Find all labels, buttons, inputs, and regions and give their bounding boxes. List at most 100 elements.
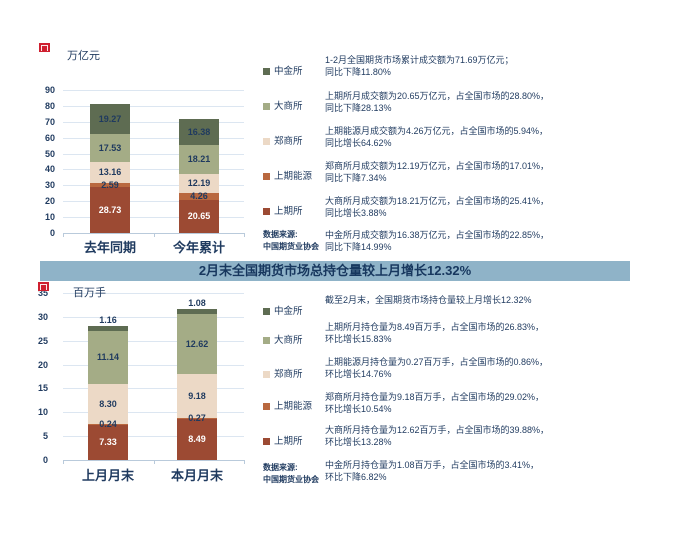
bar-value-label: 4.26 <box>190 191 208 202</box>
gridline <box>63 412 244 413</box>
bar-segment <box>88 423 128 426</box>
axis-tick <box>244 233 245 237</box>
legend-swatch-icon <box>263 308 270 315</box>
legend-item: 大商所 <box>263 101 319 112</box>
bar-segment <box>177 418 217 420</box>
bar-value-label: 20.65 <box>187 211 211 222</box>
legend-label: 中金所 <box>274 306 303 317</box>
gridline <box>63 201 244 202</box>
bar-segment <box>177 314 217 375</box>
legend-label: 郑商所 <box>274 136 303 147</box>
gridline <box>63 138 244 139</box>
legend-item: 上期能源 <box>263 171 319 182</box>
bar-value-label: 11.14 <box>96 352 120 363</box>
axis-tick <box>63 460 64 464</box>
legend-label: 大商所 <box>274 101 303 112</box>
gridline <box>63 317 244 318</box>
bar-segment <box>177 419 217 460</box>
bar-value-label: 0.24 <box>99 418 117 429</box>
bar-value-label: 8.30 <box>99 398 117 409</box>
legend-label: 上期所 <box>274 436 303 447</box>
annotation-text: 中金所月持仓量为1.08百万手，占全国市场的3.41%， 环比下降6.82% <box>325 460 540 482</box>
y-axis-label: 60 <box>44 132 55 143</box>
bar-segment <box>88 384 128 424</box>
legend-swatch-icon <box>263 138 270 145</box>
gridline <box>63 365 244 366</box>
y-axis-label: 50 <box>44 148 55 159</box>
annotation-text: 上期能源月成交额为4.26万亿元，占全国市场的5.94%， 同比增长64.62% <box>325 126 549 148</box>
y-axis-label: 15 <box>37 383 48 394</box>
bar-value-label: 16.38 <box>187 126 211 137</box>
bar-value-label: 1.08 <box>188 298 206 309</box>
bar-segment <box>90 187 130 233</box>
bar-segment <box>179 200 219 233</box>
legend-label: 大商所 <box>274 335 303 346</box>
bar-value-label: 2.59 <box>101 179 119 190</box>
y-axis-label: 70 <box>44 116 55 127</box>
y-axis-label: 20 <box>37 359 48 370</box>
annotation-text: 中金所月成交额为16.38万亿元，占全国市场的22.85%， 同比下降14.99… <box>325 230 550 252</box>
gridline <box>63 341 244 342</box>
legend-swatch-icon <box>263 438 270 445</box>
legend-item: 上期所 <box>263 206 319 217</box>
y-axis-label: 25 <box>37 335 48 346</box>
legend-item: 中金所 <box>263 66 319 77</box>
y-axis-label: 80 <box>44 100 55 111</box>
legend-label: 上期能源 <box>274 171 313 182</box>
axis-tick <box>244 460 245 464</box>
bar-segment <box>177 309 217 315</box>
category-label: 上月月末 <box>81 468 134 483</box>
bar-segment <box>179 145 219 175</box>
axis-tick <box>153 233 155 237</box>
legend-swatch-icon <box>263 68 270 75</box>
bar-segment <box>177 374 217 419</box>
bar-segment <box>88 425 128 460</box>
legend-swatch-icon <box>263 337 270 344</box>
bar-value-label: 17.53 <box>98 142 122 153</box>
bar-value-label: 12.19 <box>187 178 211 189</box>
bar-value-label: 1.16 <box>99 314 117 325</box>
bar-value-label: 18.21 <box>187 154 211 165</box>
y-axis-label: 10 <box>37 407 48 418</box>
annotation-text: 大商所月持仓量为12.62百万手，占全国市场的39.88%， 环比增长13.28… <box>325 425 550 447</box>
legend-item: 上期能源 <box>263 401 319 412</box>
category-label: 去年同期 <box>83 240 136 255</box>
legend-item: 郑商所 <box>263 369 319 380</box>
legend-label: 上期能源 <box>274 401 313 412</box>
legend-swatch-icon <box>263 173 270 180</box>
gridline <box>63 388 244 389</box>
legend-label: 中金所 <box>274 66 303 77</box>
bar-segment <box>179 119 219 146</box>
gridline <box>63 106 244 107</box>
bar-value-label: 9.18 <box>188 390 206 401</box>
y-axis-label: 0 <box>42 455 48 465</box>
unit-label: 万亿元 <box>67 50 100 62</box>
legend-swatch-icon <box>263 403 270 410</box>
legend-label: 郑商所 <box>274 369 303 380</box>
axis-tick <box>153 460 155 464</box>
gridline <box>63 169 244 170</box>
annotation-text: 大商所月成交额为18.21万亿元，占全国市场的25.41%， 同比增长3.88% <box>325 196 550 218</box>
bar-segment <box>90 103 130 135</box>
y-axis-label: 0 <box>49 228 55 238</box>
y-axis-label: 5 <box>42 431 48 442</box>
y-axis-label: 30 <box>37 311 48 322</box>
gridline <box>63 90 244 91</box>
bar-segment <box>90 134 130 163</box>
bar-value-label: 28.73 <box>98 204 122 215</box>
gridline <box>63 293 244 294</box>
legend-item: 郑商所 <box>263 136 319 147</box>
y-axis-label: 35 <box>37 288 48 298</box>
gridline <box>63 436 244 437</box>
bar-segment <box>90 162 130 184</box>
bar-segment <box>179 193 219 201</box>
bar-segment <box>88 331 128 385</box>
bar-value-label: 13.16 <box>98 167 122 178</box>
annotation-text: 1-2月全国期货市场累计成交额为71.69万亿元； 同比下降11.80% <box>325 55 514 77</box>
category-label: 本月月末 <box>170 468 223 483</box>
annotation-text: 郑商所月成交额为12.19万亿元，占全国市场的17.01%， 同比下降7.34% <box>325 161 550 183</box>
bar-value-label: 19.27 <box>98 113 122 124</box>
